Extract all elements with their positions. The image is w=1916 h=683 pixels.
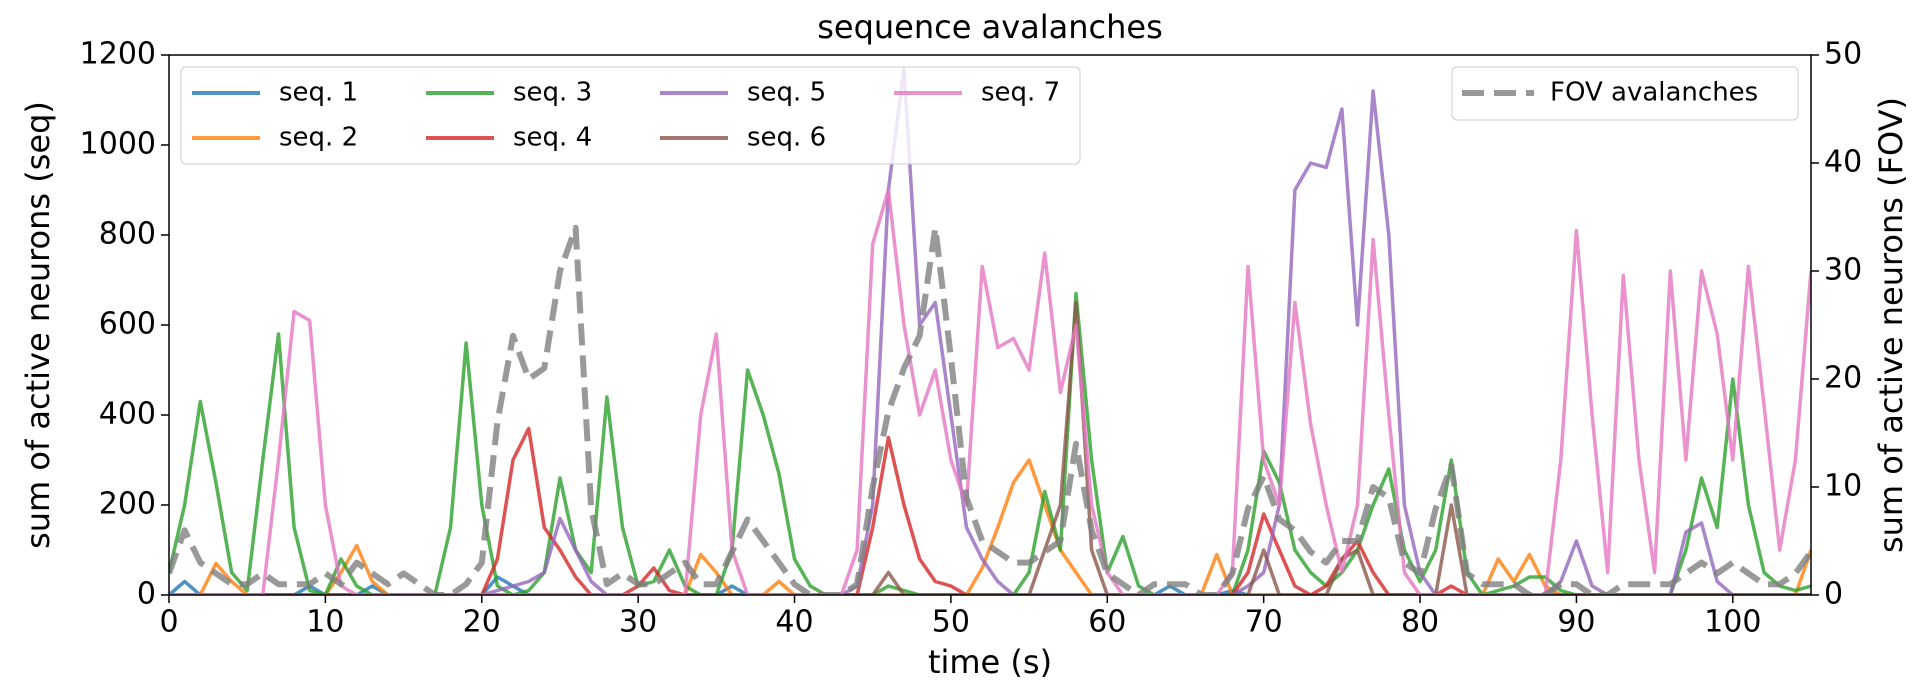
legend-label: seq. 4 <box>513 123 592 153</box>
y2-tick-label: 50 <box>1824 37 1862 72</box>
y2-tick-label: 30 <box>1824 253 1862 288</box>
x-tick-label: 20 <box>463 605 501 640</box>
legend-box <box>1451 66 1799 121</box>
y2-tick-label: 40 <box>1824 145 1862 180</box>
legend-label: seq. 1 <box>279 78 358 108</box>
legend-label: seq. 3 <box>513 78 592 108</box>
legend: seq. 1 seq. 2 seq. 3 seq. 4 seq. 5 seq. 6 seq.… <box>180 66 1799 165</box>
legend-label: seq. 2 <box>279 123 358 153</box>
y-tick-label: 800 <box>99 217 156 252</box>
y2-tick-label: 10 <box>1824 469 1862 504</box>
y-tick-label: 1000 <box>80 127 156 162</box>
y-axis-label: sum of active neurons (seq) <box>19 101 57 549</box>
x-tick-label: 100 <box>1704 605 1761 640</box>
x-tick-label: 70 <box>1245 605 1283 640</box>
legend-label: FOV avalanches <box>1550 78 1758 108</box>
y2-tick-label: 20 <box>1824 361 1862 396</box>
y2-axis-label: sum of active neurons (FOV) <box>1872 97 1910 553</box>
x-tick-label: 40 <box>775 605 813 640</box>
chart-title: sequence avalanches <box>817 8 1163 46</box>
series-line <box>169 66 1811 595</box>
y-tick-label: 400 <box>99 397 156 432</box>
x-tick-label: 30 <box>619 605 657 640</box>
x-tick-label: 0 <box>159 605 178 640</box>
y-tick-label: 0 <box>137 577 156 612</box>
y-tick-label: 600 <box>99 307 156 342</box>
legend-label: seq. 6 <box>747 123 826 153</box>
series-line <box>169 291 1811 595</box>
legend-label: seq. 5 <box>747 78 826 108</box>
y-tick-label: 1200 <box>80 37 156 72</box>
x-tick-label: 60 <box>1088 605 1126 640</box>
legend-box <box>180 66 1081 165</box>
series-line <box>169 188 1811 595</box>
plot-lines <box>169 66 1811 595</box>
x-axis-label: time (s) <box>928 643 1052 681</box>
x-tick-label: 50 <box>932 605 970 640</box>
x-tick-label: 80 <box>1401 605 1439 640</box>
x-tick-label: 90 <box>1557 605 1595 640</box>
legend-label: seq. 7 <box>981 78 1060 108</box>
x-tick-label: 10 <box>306 605 344 640</box>
y2-tick-label: 0 <box>1824 577 1843 612</box>
y-tick-label: 200 <box>99 487 156 522</box>
